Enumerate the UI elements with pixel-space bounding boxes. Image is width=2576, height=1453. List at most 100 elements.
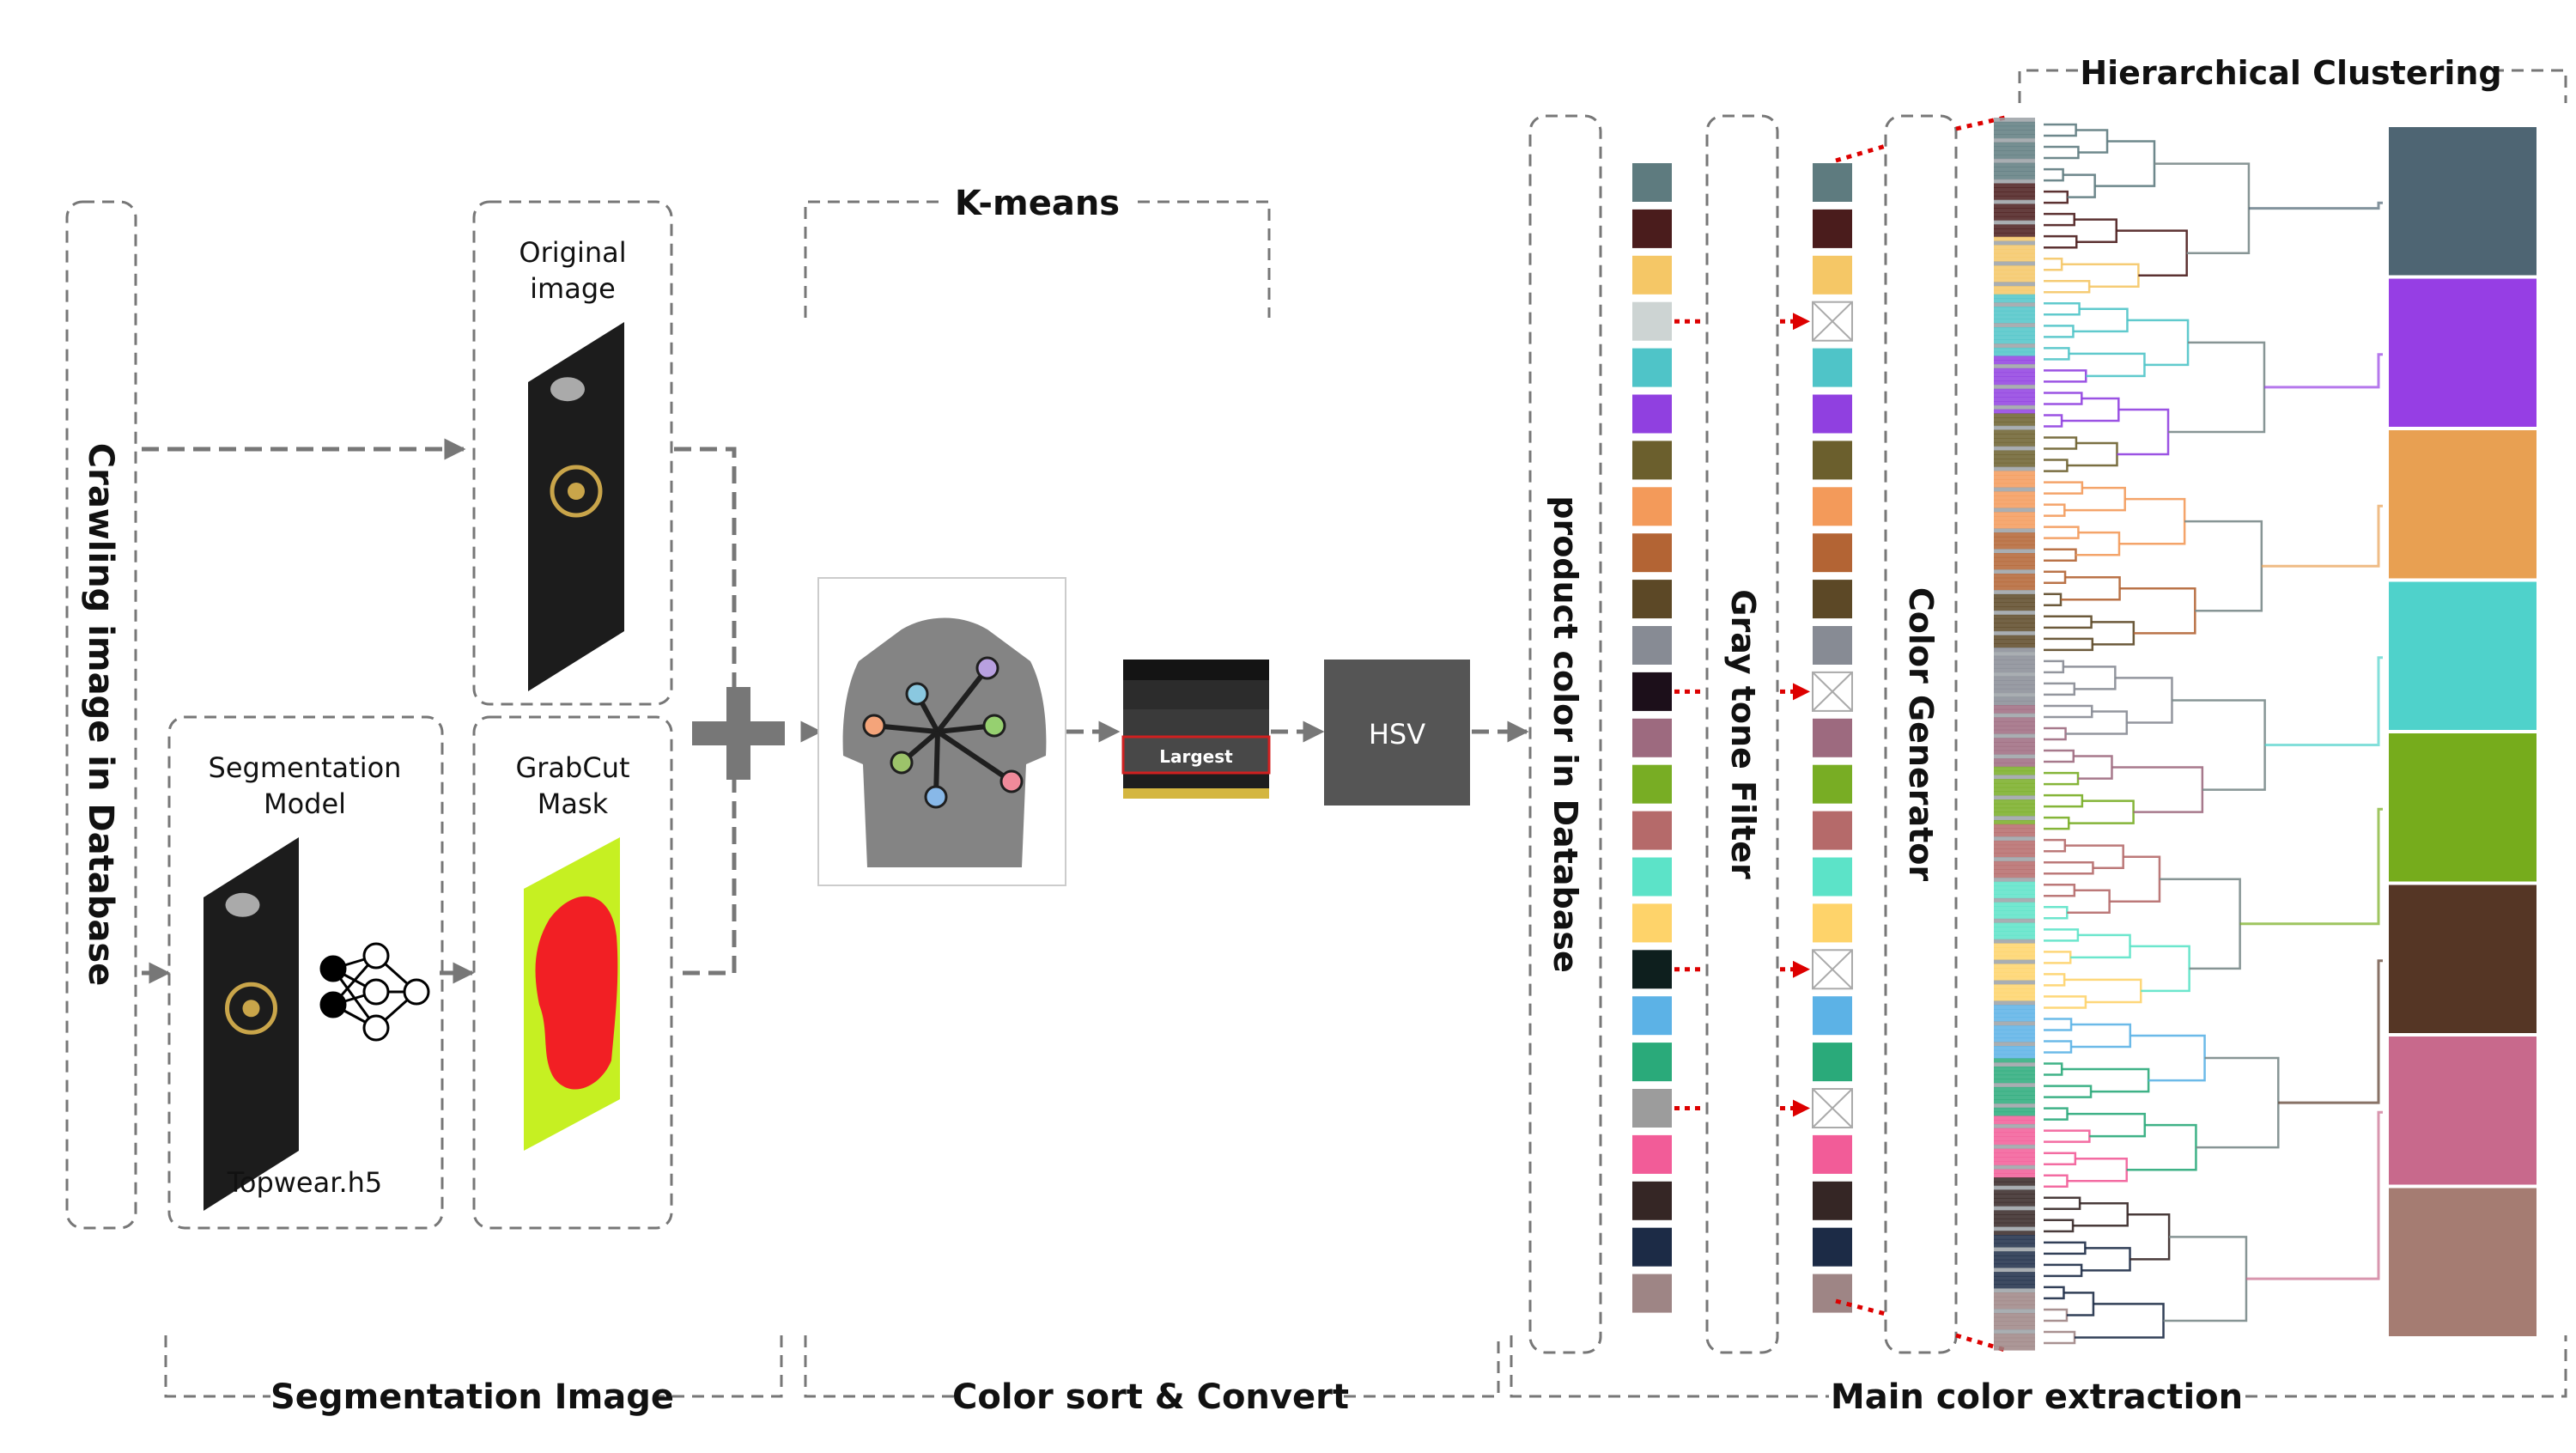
palette-slice xyxy=(1994,520,2035,526)
palette-slice xyxy=(1994,655,2035,660)
filtered-swatch xyxy=(1813,626,1852,665)
palette-slice xyxy=(1994,1325,2035,1330)
palette-slice xyxy=(1994,1123,2035,1129)
palette-slice xyxy=(1994,976,2035,982)
palette-slice xyxy=(1994,1021,2035,1026)
palette-slice xyxy=(1994,1247,2035,1252)
palette-slice xyxy=(1994,708,2035,714)
palette-slice xyxy=(1994,819,2035,825)
largest-label: Largest xyxy=(1159,746,1233,767)
palette-slice xyxy=(1994,1152,2035,1158)
palette-slice xyxy=(1994,1189,2035,1195)
removed-cross xyxy=(1812,672,1853,712)
palette-slice xyxy=(1994,1042,2035,1047)
product-swatch xyxy=(1632,903,1672,943)
topwear-label: Topwear.h5 xyxy=(227,1166,383,1199)
product-swatch xyxy=(1632,487,1672,526)
palette-slice xyxy=(1994,1025,2035,1030)
palette-slice xyxy=(1994,1012,2035,1018)
removed-cross xyxy=(1812,1088,1853,1128)
hsv-box xyxy=(1324,660,1470,806)
dendrogram-link xyxy=(2129,945,2190,993)
segmentation-model-label-2: Model xyxy=(264,787,346,820)
kmeans-bar xyxy=(1123,660,1269,680)
palette-slice xyxy=(1994,1337,2035,1343)
palette-slice xyxy=(1994,688,2035,694)
palette-slice xyxy=(1994,512,2035,517)
dendrogram-cluster-link xyxy=(2239,807,2383,926)
palette-slice xyxy=(1994,602,2035,607)
dendrogram-link xyxy=(2172,699,2266,791)
palette-slice xyxy=(1994,639,2035,644)
palette-slice xyxy=(1994,401,2035,406)
product-swatch xyxy=(1632,672,1672,711)
product-swatch xyxy=(1632,857,1672,897)
palette-slice xyxy=(1994,273,2035,279)
palette-slice xyxy=(1994,524,2035,529)
segmentation-shirt-image xyxy=(204,837,299,1211)
palette-slice xyxy=(1994,155,2035,160)
palette-slice xyxy=(1994,758,2035,763)
dendrogram-link xyxy=(2196,1056,2280,1149)
palette-slice xyxy=(1994,183,2035,188)
palette-slice xyxy=(1994,174,2035,180)
original-image-box xyxy=(472,200,673,706)
filtered-swatch xyxy=(1813,764,1852,804)
palette-slice xyxy=(1994,265,2035,271)
dendrogram-link xyxy=(2074,218,2117,243)
palette-slice xyxy=(1994,623,2035,628)
palette-slice xyxy=(1994,667,2035,673)
original-shirt-image xyxy=(528,322,624,691)
dendrogram-link xyxy=(2126,1123,2197,1171)
dendrogram-link xyxy=(2117,408,2170,456)
palette-slice xyxy=(1994,1333,2035,1339)
palette-slice xyxy=(1994,598,2035,604)
main-color-block xyxy=(2389,127,2537,276)
palette-slice xyxy=(1994,918,2035,924)
palette-slice xyxy=(1994,1079,2035,1084)
palette-slice xyxy=(1994,745,2035,751)
dendrogram-cluster-link xyxy=(2264,656,2383,747)
palette-slice xyxy=(1994,351,2035,357)
generator-connectors xyxy=(1835,115,2006,1353)
palette-slice xyxy=(1994,245,2035,250)
dendrogram-link xyxy=(2067,1112,2147,1138)
palette-slice xyxy=(1994,204,2035,209)
dendrogram-link xyxy=(2127,1213,2171,1261)
dendrogram-link xyxy=(2073,307,2129,333)
kmeans-sorted-bars xyxy=(1123,660,1269,799)
dendrogram-link xyxy=(2044,414,2063,428)
dendrogram-link xyxy=(2070,933,2131,959)
palette-slice xyxy=(1994,762,2035,768)
filtered-swatch xyxy=(1813,857,1852,897)
kmeans-centroid xyxy=(975,656,999,680)
palette-slice xyxy=(1994,540,2035,546)
dendrogram-link xyxy=(2069,799,2135,824)
main-color-block xyxy=(2389,1037,2537,1185)
palette-slice xyxy=(1994,1206,2035,1211)
palette-slice xyxy=(1994,1329,2035,1334)
color-sort-bracket xyxy=(804,1335,1500,1398)
palette-slice xyxy=(1994,1312,2035,1318)
palette-slice xyxy=(1994,462,2035,468)
palette-slice xyxy=(1994,314,2035,319)
kmeans-centroid xyxy=(862,714,886,738)
palette-slice xyxy=(1994,643,2035,648)
dendrogram-link xyxy=(2044,212,2075,227)
palette-slice xyxy=(1994,1321,2035,1326)
palette-slice xyxy=(1994,326,2035,332)
dendrogram-link xyxy=(2044,570,2067,585)
palette-slice xyxy=(1994,536,2035,542)
palette-slice xyxy=(1994,360,2035,365)
palette-slice xyxy=(1994,171,2035,176)
palette-slice xyxy=(1994,914,2035,920)
palette-slice xyxy=(1994,1259,2035,1265)
crawling-box xyxy=(65,200,137,1230)
palette-slice xyxy=(1994,495,2035,501)
kmeans-bar xyxy=(1123,680,1269,709)
palette-slice xyxy=(1994,561,2035,566)
dendrogram-link xyxy=(2044,1263,2083,1278)
palette-slice xyxy=(1994,192,2035,197)
palette-slice xyxy=(1994,836,2035,842)
dendrogram-cluster-link xyxy=(2248,201,2383,210)
